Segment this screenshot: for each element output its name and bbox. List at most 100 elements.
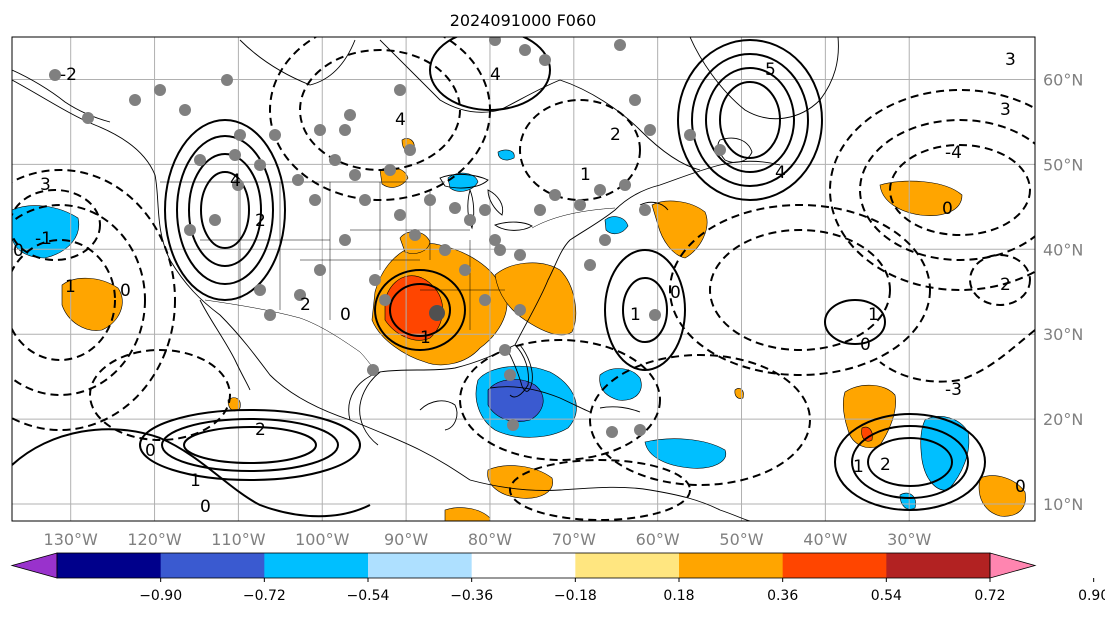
coastline-yucatan xyxy=(419,400,458,431)
station-dot xyxy=(464,214,476,226)
y-tick-label: 20°N xyxy=(1043,410,1083,429)
station-dot xyxy=(549,189,561,201)
shade-red-eq-atlantic xyxy=(861,426,873,442)
contour-label-0: 0 xyxy=(670,283,681,303)
contour-labels: 5 4 4 2 3 -4 0 2 0 1 0 2 0 -1 1 0 0 0 1 … xyxy=(13,50,1026,517)
coastline-hudson xyxy=(379,39,561,113)
station-dot xyxy=(684,129,696,141)
contour-label-3: 3 xyxy=(1005,50,1016,70)
x-tick-label: 90°W xyxy=(384,530,428,549)
colorbar-tick-label: 0.36 xyxy=(767,588,798,604)
station-dot xyxy=(619,179,631,191)
shade-blue-atlantic xyxy=(599,368,642,401)
contour-high-midatlantic xyxy=(824,299,886,345)
colorbar-tick-labels: −0.90 −0.72 −0.54 −0.36 −0.18 0.18 0.36 0.54 0.7… xyxy=(139,578,1105,604)
x-tick-label: 40°W xyxy=(803,530,847,549)
contour-label-2: 2 xyxy=(300,295,311,315)
station-dot xyxy=(519,44,531,56)
station-dot xyxy=(309,194,321,206)
y-tick-labels: 60°N 50°N 40°N 30°N 20°N 10°N xyxy=(1043,70,1083,514)
station-dot xyxy=(254,159,266,171)
station-dot xyxy=(349,169,361,181)
station-dot xyxy=(424,194,436,206)
station-dot xyxy=(514,249,526,261)
low-center-marker xyxy=(429,305,445,321)
station-dot xyxy=(439,244,451,256)
station-dot xyxy=(184,224,196,236)
contour-label-3: 3 xyxy=(40,175,51,195)
station-dot xyxy=(507,419,519,431)
contour-label-1: 1 xyxy=(853,457,864,477)
alaska-coast xyxy=(12,69,111,123)
contour-label-0: 0 xyxy=(200,497,211,517)
contour-neg-east-2 xyxy=(969,254,1031,306)
station-dot xyxy=(294,289,306,301)
great-lake-superior xyxy=(439,173,489,189)
colorbar-tick-label: −0.90 xyxy=(139,588,182,604)
chart-title: 2024091000 F060 xyxy=(450,11,597,30)
coastline-florida xyxy=(504,344,533,392)
station-dot xyxy=(494,244,506,256)
contour-label-4: 4 xyxy=(395,110,406,130)
y-tick-label: 10°N xyxy=(1043,495,1083,514)
great-lake-huron xyxy=(487,189,504,216)
station-dot xyxy=(644,124,656,136)
x-tick-label: 100°W xyxy=(295,530,350,549)
contour-label-1: 1 xyxy=(420,328,431,348)
shade-orange-northeast xyxy=(651,200,708,259)
border-us-canada-east xyxy=(531,207,616,229)
contour-high-west xyxy=(164,119,286,301)
coastlines xyxy=(12,37,839,521)
contour-label-1: 1 xyxy=(868,305,879,325)
contour-label-neg-4: -4 xyxy=(945,143,962,163)
station-dot xyxy=(369,274,381,286)
coastline-south-america xyxy=(469,479,751,521)
colorbar-tick-label: 0.90 xyxy=(1078,588,1105,604)
contour-neg-north-2 xyxy=(519,99,641,201)
x-tick-label: 130°W xyxy=(44,530,99,549)
y-tick-label: 30°N xyxy=(1043,325,1083,344)
colorbar xyxy=(10,552,1037,579)
border-us-mexico xyxy=(204,299,379,373)
station-dot xyxy=(599,234,611,246)
station-dot xyxy=(634,424,646,436)
canadian-islands xyxy=(239,39,356,86)
colorbar-bin xyxy=(57,553,162,578)
station-dot xyxy=(339,234,351,246)
coastline-mexico-east xyxy=(359,371,381,446)
station-dot xyxy=(514,304,526,316)
contour-zero-pacific xyxy=(12,428,371,518)
station-dot xyxy=(359,194,371,206)
x-tick-label: 110°W xyxy=(211,530,266,549)
station-dot xyxy=(606,426,618,438)
station-dot xyxy=(489,37,501,46)
coastline-hispaniola xyxy=(599,406,641,413)
station-dot xyxy=(194,154,206,166)
station-dot xyxy=(221,74,233,86)
station-dot xyxy=(584,259,596,271)
x-tick-label: 50°W xyxy=(719,530,763,549)
colorbar-extend-high xyxy=(989,552,1037,579)
station-dot xyxy=(539,54,551,66)
contour-high-eq-atlantic xyxy=(834,413,986,511)
contour-neg-sw xyxy=(89,349,231,441)
station-dot xyxy=(629,94,641,106)
contour-label-0: 0 xyxy=(13,241,24,261)
station-dot xyxy=(489,234,501,246)
colorbar-bin xyxy=(886,553,991,578)
contour-label-5: 5 xyxy=(765,60,776,80)
shade-orange-far-east xyxy=(978,475,1026,517)
contour-neg-pacific xyxy=(12,239,116,361)
station-dot xyxy=(264,309,276,321)
x-tick-label: 60°W xyxy=(636,530,680,549)
colorbar-bin xyxy=(160,553,265,578)
colorbar-bin xyxy=(575,553,680,578)
contour-label-0: 0 xyxy=(1015,477,1026,497)
map-area: 5 4 4 2 3 -4 0 2 0 1 0 2 0 -1 1 0 0 0 1 … xyxy=(11,36,1036,522)
contours-dashed xyxy=(12,37,1035,521)
y-tick-label: 60°N xyxy=(1043,70,1083,89)
y-tick-label: 50°N xyxy=(1043,155,1083,174)
coastline-nova-scotia xyxy=(639,201,669,211)
station-dot xyxy=(229,149,241,161)
